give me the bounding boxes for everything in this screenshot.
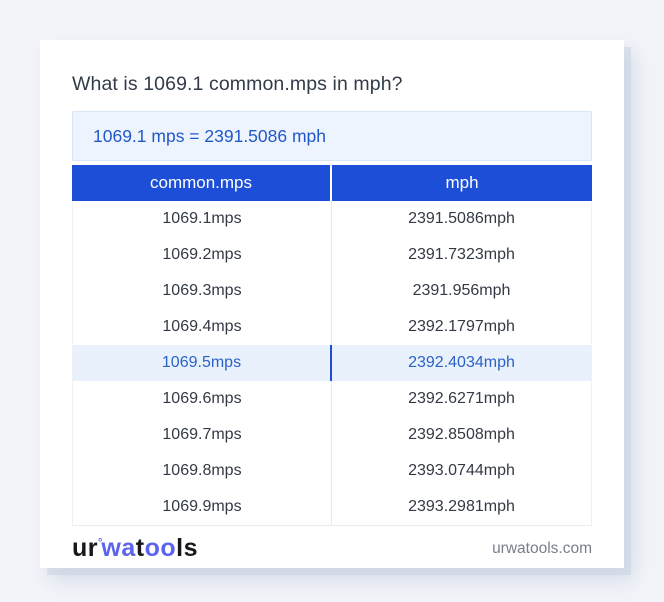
logo-degree-mark: ° xyxy=(98,537,103,549)
table-row[interactable]: 1069.8mps 2393.0744mph xyxy=(73,453,591,489)
table-row[interactable]: 1069.4mps 2392.1797mph xyxy=(73,309,591,345)
logo-text-segment: ur xyxy=(72,534,98,562)
column-header-mps: common.mps xyxy=(72,165,332,201)
mps-cell[interactable]: 1069.3mps xyxy=(73,273,332,309)
converter-card: What is 1069.1 common.mps in mph? 1069.1… xyxy=(40,40,624,568)
logo-text-segment: ls xyxy=(176,534,198,562)
site-domain-text: urwatools.com xyxy=(492,539,592,557)
mps-cell[interactable]: 1069.8mps xyxy=(73,453,332,489)
conversion-table: common.mps mph 1069.1mps 2391.5086mph 1069… xyxy=(72,165,592,526)
table-row[interactable]: 1069.9mps 2393.2981mph xyxy=(73,489,591,525)
mph-cell[interactable]: 2392.4034mph xyxy=(408,354,515,371)
column-header-mph: mph xyxy=(332,165,592,201)
table-row[interactable]: 1069.2mps 2391.7323mph xyxy=(73,237,591,273)
table-row[interactable]: 1069.1mps 2391.5086mph xyxy=(73,201,591,237)
mph-cell[interactable]: 2393.2981mph xyxy=(408,498,515,515)
mps-cell[interactable]: 1069.4mps xyxy=(73,309,332,345)
mph-cell[interactable]: 2392.6271mph xyxy=(408,390,515,407)
logo-text-segment: wa xyxy=(101,534,136,562)
mps-cell[interactable]: 1069.6mps xyxy=(73,381,332,417)
conversion-result-box: 1069.1 mps = 2391.5086 mph xyxy=(72,111,592,161)
card-footer: ur°watools urwatools.com xyxy=(72,526,592,571)
conversion-result-text: 1069.1 mps = 2391.5086 mph xyxy=(93,125,327,146)
mps-cell[interactable]: 1069.9mps xyxy=(73,489,332,525)
logo-text-segment: t xyxy=(135,534,145,562)
mph-cell[interactable]: 2391.5086mph xyxy=(408,210,515,227)
mps-cell[interactable]: 1069.1mps xyxy=(73,201,332,237)
mph-cell[interactable]: 2393.0744mph xyxy=(408,462,515,479)
mph-cell[interactable]: 2391.7323mph xyxy=(408,246,515,263)
page-title: What is 1069.1 common.mps in mph? xyxy=(72,73,403,95)
logo-text-segment: oo xyxy=(144,534,177,562)
table-row[interactable]: 1069.7mps 2392.8508mph xyxy=(73,417,591,453)
table-body: 1069.1mps 2391.5086mph 1069.2mps 2391.7323m… xyxy=(72,201,592,526)
table-row[interactable]: 1069.5mps 2392.4034mph xyxy=(73,345,591,381)
mps-cell[interactable]: 1069.5mps xyxy=(73,345,332,381)
mph-cell[interactable]: 2391.956mph xyxy=(412,282,511,299)
mps-cell[interactable]: 1069.7mps xyxy=(73,417,332,453)
table-header-row: common.mps mph xyxy=(72,165,592,201)
table-row[interactable]: 1069.6mps 2392.6271mph xyxy=(73,381,591,417)
mps-cell[interactable]: 1069.2mps xyxy=(73,237,332,273)
table-row[interactable]: 1069.3mps 2391.956mph xyxy=(73,273,591,309)
mph-cell[interactable]: 2392.1797mph xyxy=(408,318,515,335)
urwatools-logo[interactable]: ur°watools xyxy=(72,536,198,561)
mph-cell[interactable]: 2392.8508mph xyxy=(408,426,515,443)
